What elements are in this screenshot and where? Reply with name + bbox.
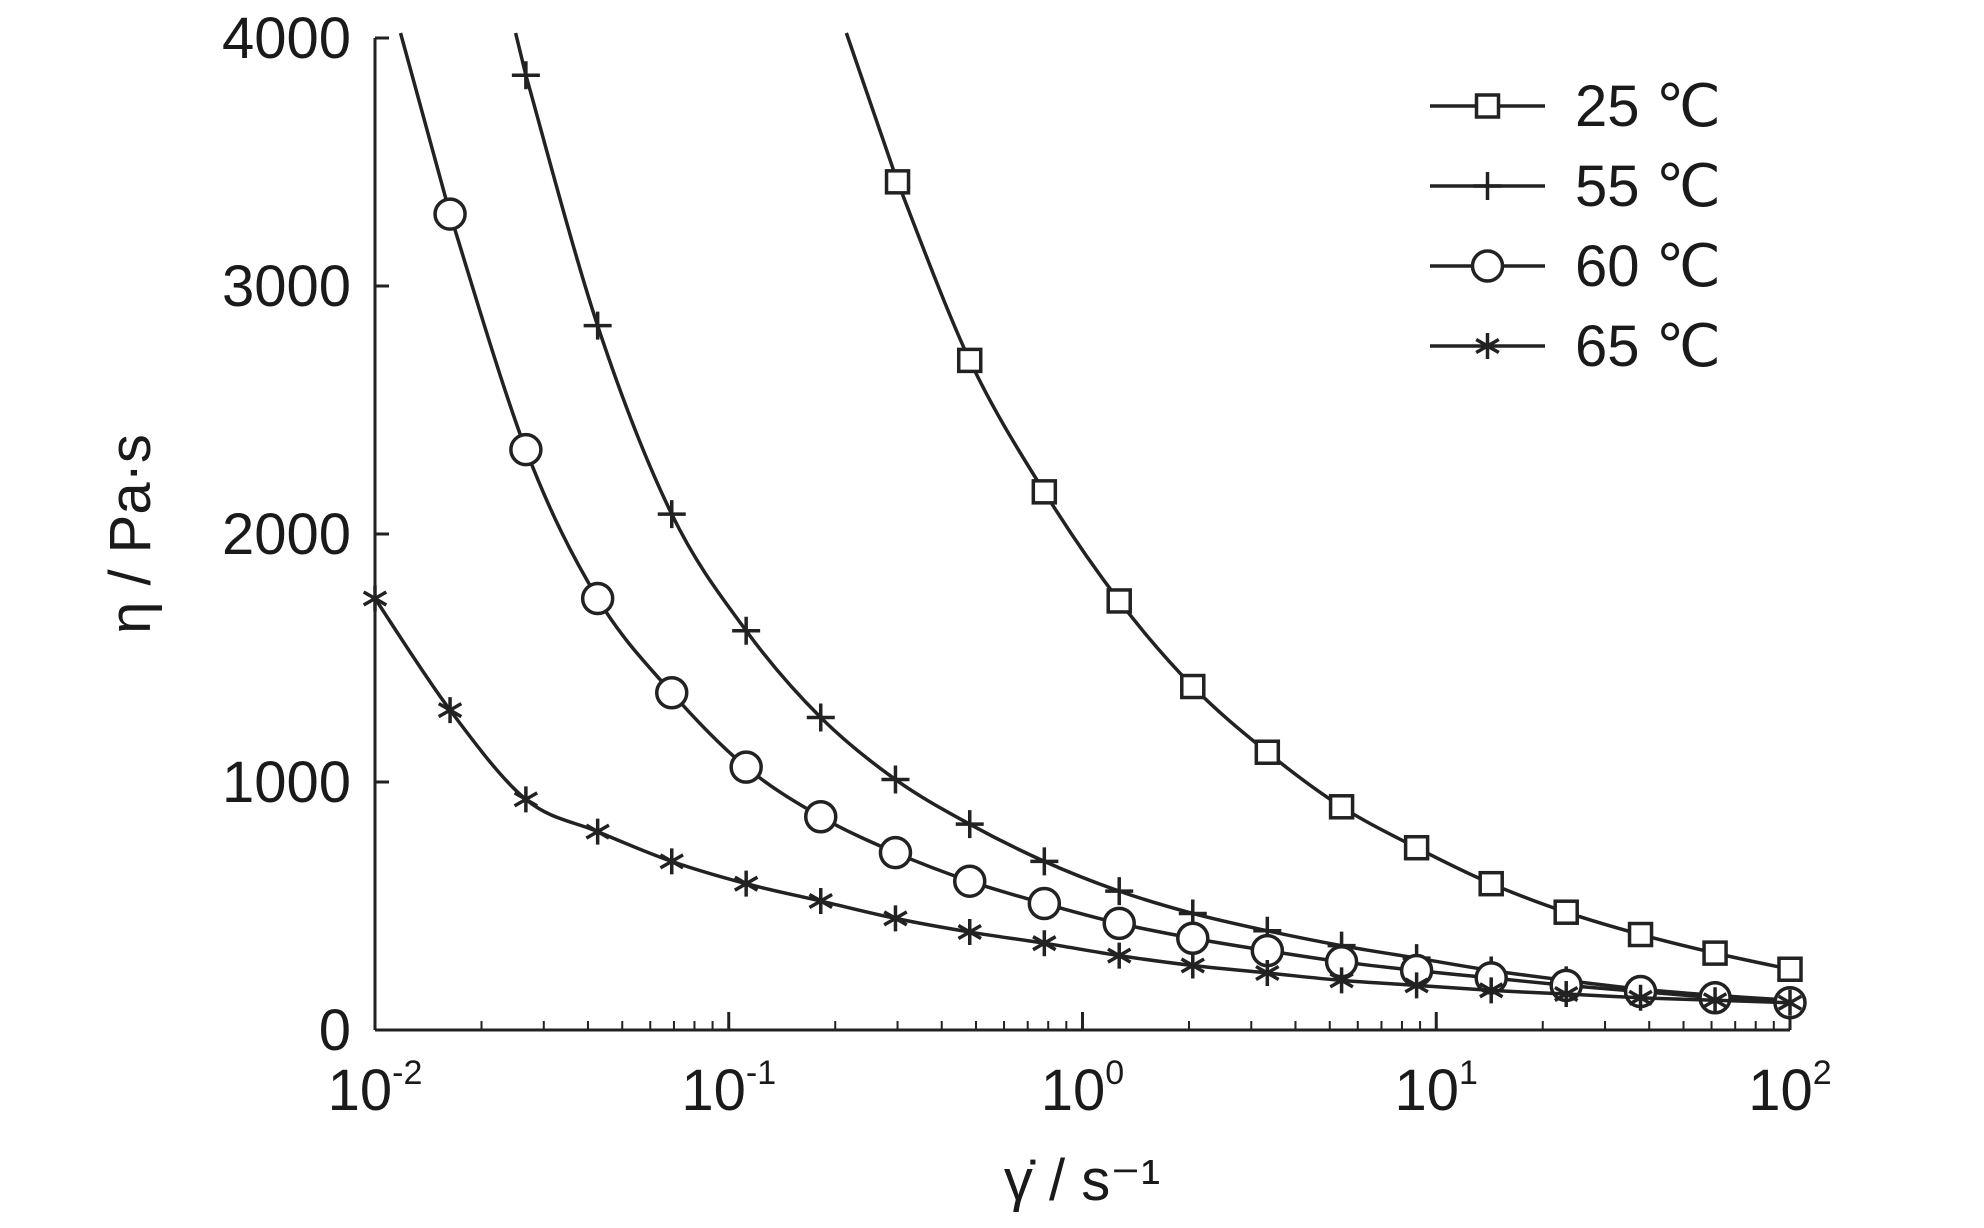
asterisk-marker [957,919,982,946]
asterisk-marker [1032,930,1057,957]
circle-marker [804,799,838,834]
x-tick-label: 102 [1748,1054,1831,1123]
y-tick-label: 2000 [222,502,351,567]
asterisk-marker [659,848,684,875]
legend-label: 55 ℃ [1575,154,1721,219]
series-asterisk [362,585,1803,1016]
plus-marker [583,311,612,340]
x-tick-exponent: 1 [1459,1054,1478,1092]
x-tick-base: 10 [328,1058,393,1123]
circle-marker [433,197,467,231]
x-tick-base: 10 [681,1058,746,1123]
square-marker [1478,870,1504,897]
square-marker [1702,940,1728,966]
circle-marker [952,864,987,898]
y-tick-label: 3000 [222,254,351,319]
x-tick-label: 10-2 [328,1054,423,1123]
asterisk-marker [513,786,539,813]
x-tick-label: 100 [1041,1054,1124,1123]
circle-marker [1102,906,1136,941]
square-marker [1180,673,1206,700]
legend-entry: 60 ℃ [1430,234,1721,299]
x-tick-base: 10 [1748,1058,1813,1123]
plus-marker [881,765,910,794]
plus-marker [1030,847,1059,876]
series-square [844,32,1803,982]
x-tick-base: 10 [1395,1058,1460,1123]
x-tick-base: 10 [1041,1058,1106,1123]
plus-marker [657,500,686,529]
circle-marker [878,835,913,870]
square-marker [1627,921,1654,948]
asterisk-marker [1180,952,1205,979]
plus-marker [1105,877,1134,906]
asterisk-marker [883,905,908,932]
series-line [844,32,1791,971]
plus-marker [955,810,984,839]
asterisk-marker [1475,333,1500,359]
asterisk-marker [1329,967,1354,994]
plus-marker [806,703,835,732]
square-marker [1403,834,1430,861]
square-marker [1474,93,1501,119]
asterisk-marker [733,870,759,897]
y-axis-title: η / Pa·s [98,434,163,634]
y-ticks: 0 1000 2000 3000 4000 [222,6,389,1063]
legend: 25 ℃ 55 ℃ 60 ℃ 65 ℃ [1430,74,1721,379]
asterisk-marker [1702,987,1728,1014]
asterisk-marker [1107,942,1132,969]
asterisk-marker [585,818,610,845]
legend-label: 60 ℃ [1575,234,1721,299]
asterisk-marker [808,888,833,915]
circle-marker [1027,886,1062,921]
y-tick-label: 0 [319,998,351,1063]
legend-label: 25 ℃ [1575,74,1721,139]
square-marker [1106,588,1132,614]
x-tick-exponent: 2 [1813,1054,1832,1092]
asterisk-marker [1777,989,1803,1016]
x-ticks: 10-2 10-1 100 101 102 [328,1012,1832,1123]
square-marker [1254,739,1281,765]
circle-marker [1470,249,1505,283]
x-axis-title: γ̇ / s⁻¹ [1004,1148,1160,1213]
circle-marker [729,750,763,784]
series-line [375,597,1791,1005]
asterisk-marker [437,697,463,724]
legend-label: 65 ℃ [1575,314,1721,379]
asterisk-marker [362,585,388,612]
x-tick-exponent: 0 [1105,1054,1124,1092]
asterisk-marker [1255,959,1280,986]
legend-entry: 65 ℃ [1430,314,1721,379]
asterisk-marker [1404,972,1429,999]
x-tick-exponent: -2 [392,1054,422,1092]
circle-marker [654,675,689,710]
asterisk-marker [1554,981,1579,1008]
square-marker [956,347,983,374]
circle-marker [1176,921,1210,955]
circle-marker [509,432,543,467]
square-marker [1328,794,1355,820]
circle-marker [580,581,615,616]
square-marker [1777,956,1803,982]
legend-entry: 25 ℃ [1430,74,1721,139]
y-tick-label: 4000 [222,6,351,71]
x-tick-label: 101 [1395,1054,1478,1123]
square-marker [884,169,911,195]
plus-marker [511,61,540,90]
asterisk-marker [1628,984,1653,1011]
legend-entry: 55 ℃ [1430,154,1721,219]
plus-marker [732,616,761,645]
square-marker [1553,899,1579,925]
x-tick-label: 10-1 [681,1054,776,1123]
square-marker [1031,479,1058,505]
y-tick-label: 1000 [222,750,351,815]
x-tick-exponent: -1 [746,1054,776,1092]
series-layer [362,32,1807,1020]
plus-marker [1473,172,1502,200]
asterisk-marker [1479,977,1504,1004]
